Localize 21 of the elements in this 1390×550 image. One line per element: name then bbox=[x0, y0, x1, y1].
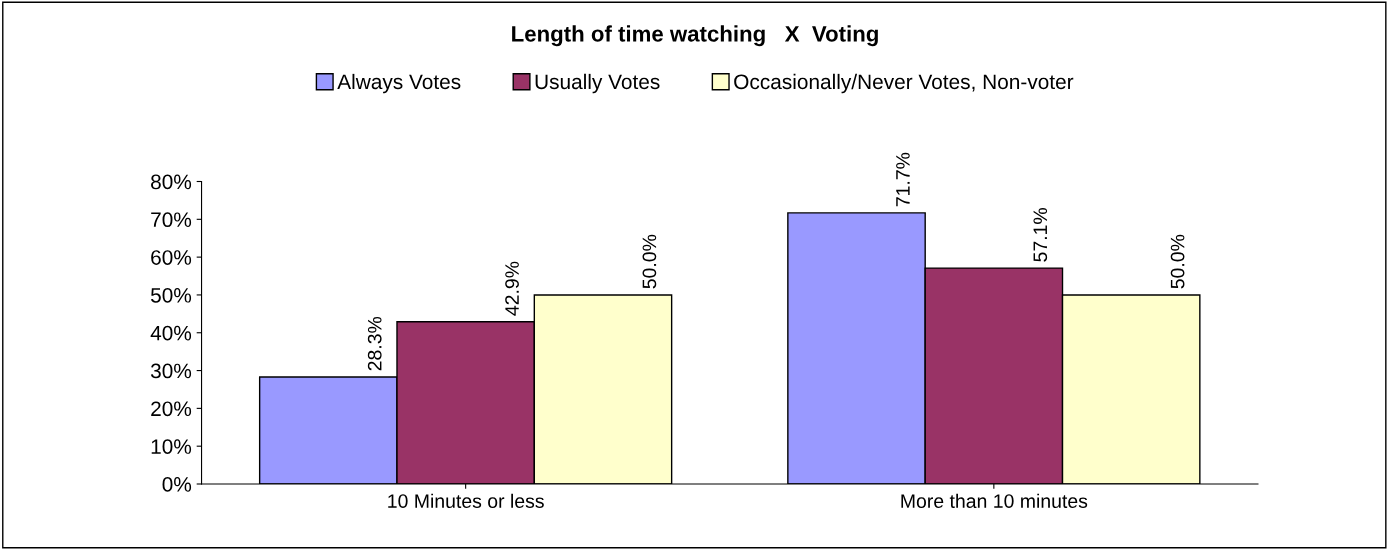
y-tick-label: 0% bbox=[162, 477, 192, 492]
y-tick-label: 70% bbox=[151, 212, 192, 228]
y-tick-label: 80% bbox=[151, 174, 192, 190]
y-tick-label: 50% bbox=[150, 287, 192, 303]
y-tick-label: 30% bbox=[150, 363, 192, 379]
x-tick-label: More than 10 minutes bbox=[901, 493, 1088, 508]
y-tick-label: 40% bbox=[150, 325, 192, 341]
data-label: 42.9% bbox=[505, 261, 519, 316]
legend-label: Usually Votes bbox=[535, 73, 660, 94]
legend-label: Occasionally/Never Votes, Non-voter bbox=[734, 73, 1074, 94]
data-label: 57.1% bbox=[1033, 207, 1048, 262]
x-tick-label: 10 Minutes or less bbox=[388, 493, 544, 508]
data-label: 71.7% bbox=[896, 152, 910, 207]
y-tick-label: 60% bbox=[151, 250, 192, 265]
legend-label: Always Votes bbox=[337, 73, 461, 94]
chart-title: Length of time watching X Voting bbox=[512, 25, 878, 47]
data-label: 50.0% bbox=[642, 234, 657, 289]
data-label: 28.3% bbox=[367, 316, 382, 371]
data-label: 50.0% bbox=[1170, 234, 1185, 289]
y-tick-label: 20% bbox=[151, 401, 192, 417]
y-tick-label: 10% bbox=[151, 439, 192, 454]
